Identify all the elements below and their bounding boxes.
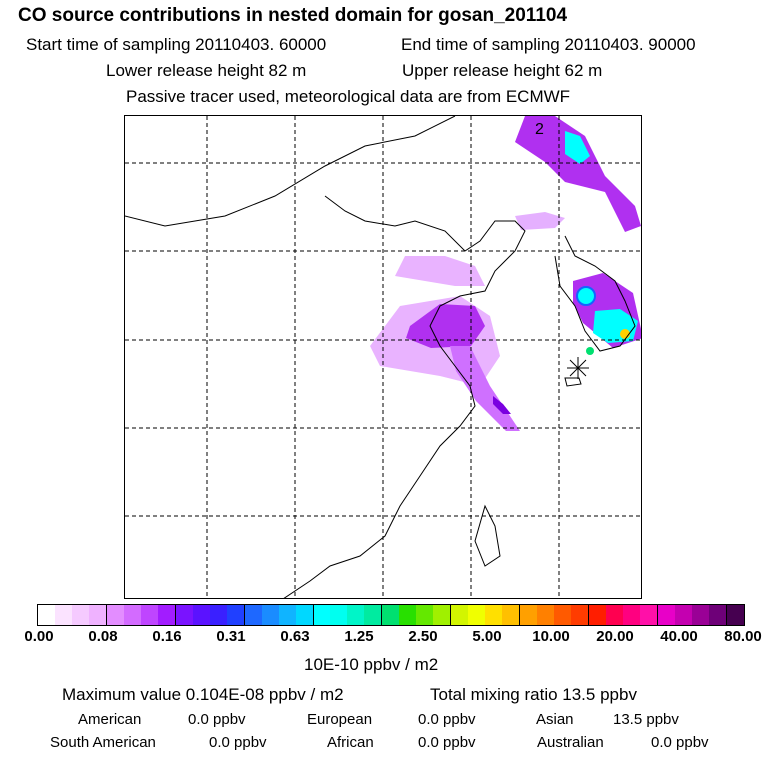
asian-label: Asian xyxy=(536,711,574,728)
colorbar-cell xyxy=(708,605,727,625)
coastline-china xyxy=(283,195,526,598)
plume-shandong xyxy=(406,304,485,348)
colorbar-cell xyxy=(433,605,452,625)
african-value: 0.0 ppbv xyxy=(418,734,476,751)
colorbar-cell xyxy=(674,605,692,625)
colorbar-cell xyxy=(226,605,245,625)
gridlines xyxy=(125,116,641,598)
station-star-icon xyxy=(567,357,589,379)
colorbar-cell xyxy=(71,605,89,625)
colorbar-tick-label: 2.50 xyxy=(408,628,438,645)
colorbar-cell xyxy=(502,605,521,625)
colorbar-cell xyxy=(364,605,383,625)
map-panel: 2 xyxy=(124,115,642,599)
colorbar-cell xyxy=(657,605,675,625)
colorbar-cell xyxy=(399,605,417,625)
colorbar-cell xyxy=(451,605,469,625)
plume-coast-core xyxy=(493,396,511,414)
colorbar-cell xyxy=(54,605,72,625)
colorbar-cell xyxy=(261,605,279,625)
colorbar-cell xyxy=(330,605,348,625)
colorbar-cell xyxy=(520,605,538,625)
plume-north-band xyxy=(395,256,485,286)
colorbar-cell xyxy=(639,605,658,625)
map-title: CO source contributions in nested domain… xyxy=(18,5,568,26)
map-canvas: 2 xyxy=(125,116,641,598)
plume-northeast-core xyxy=(565,131,590,164)
maximum-value: Maximum value 0.104E-08 ppbv / m2 xyxy=(62,685,344,704)
colorbar-tick-label: 5.00 xyxy=(472,628,502,645)
tracer-note: Passive tracer used, meteorological data… xyxy=(126,87,571,106)
colorbar-tick-label: 10.00 xyxy=(532,628,570,645)
south-american-label: South American xyxy=(50,734,156,751)
colorbar-cell xyxy=(175,605,193,625)
colorbar-cell xyxy=(88,605,107,625)
australian-value: 0.0 ppbv xyxy=(651,734,709,751)
colorbar-cell xyxy=(38,605,55,625)
coastline-korea xyxy=(554,235,636,352)
start-time: Start time of sampling 20110403. 60000 xyxy=(26,35,327,54)
colorbar-cell xyxy=(468,605,486,625)
european-value: 0.0 ppbv xyxy=(418,711,476,728)
contour-label: 2 xyxy=(535,121,544,138)
australian-label: Australian xyxy=(537,734,604,751)
coastlines xyxy=(125,116,636,598)
colorbar-tick-label: 80.00 xyxy=(724,628,762,645)
colorbar-tick-label: 0.63 xyxy=(280,628,310,645)
total-mixing-ratio: Total mixing ratio 13.5 ppbv xyxy=(430,685,637,704)
colorbar-cell xyxy=(726,605,744,625)
colorbar-cell xyxy=(106,605,124,625)
colorbar-cell xyxy=(140,605,158,625)
colorbar-cell xyxy=(691,605,709,625)
colorbar-cell xyxy=(537,605,555,625)
american-label: American xyxy=(78,711,142,728)
upper-release-height: Upper release height 62 m xyxy=(402,61,603,80)
colorbar xyxy=(37,604,745,626)
european-label: European xyxy=(307,711,373,728)
american-value: 0.0 ppbv xyxy=(188,711,246,728)
plume-southwest-hotspot xyxy=(586,347,594,355)
colorbar-tick-label: 20.00 xyxy=(596,628,634,645)
colorbar-cell xyxy=(382,605,400,625)
african-label: African xyxy=(327,734,374,751)
colorbar-tick-label: 40.00 xyxy=(660,628,698,645)
plume-northeast xyxy=(515,116,641,232)
colorbar-tick-label: 1.25 xyxy=(344,628,374,645)
lower-release-height: Lower release height 82 m xyxy=(106,61,307,80)
colorbar-tick-label: 0.00 xyxy=(24,628,54,645)
colorbar-cell xyxy=(192,605,210,625)
colorbar-cell xyxy=(295,605,314,625)
colorbar-cell xyxy=(571,605,589,625)
colorbar-cell xyxy=(554,605,572,625)
colorbar-cell xyxy=(622,605,640,625)
colorbar-cell xyxy=(157,605,176,625)
colorbar-cell xyxy=(244,605,262,625)
colorbar-cell xyxy=(278,605,296,625)
colorbar-cell xyxy=(589,605,606,625)
coastline-taiwan xyxy=(474,504,501,567)
colorbar-cell xyxy=(485,605,503,625)
jeju-island xyxy=(564,377,582,387)
colorbar-tick-label: 0.08 xyxy=(88,628,118,645)
colorbar-tick-label: 0.16 xyxy=(152,628,182,645)
colorbar-tick-label: 0.31 xyxy=(216,628,246,645)
plume-seoul-core xyxy=(576,286,596,306)
colorbar-unit: 10E-10 ppbv / m2 xyxy=(304,655,439,674)
colorbar-cell xyxy=(123,605,141,625)
asian-value: 13.5 ppbv xyxy=(613,711,679,728)
colorbar-cell xyxy=(605,605,623,625)
colorbar-cell xyxy=(416,605,434,625)
colorbar-cell xyxy=(347,605,365,625)
end-time: End time of sampling 20110403. 90000 xyxy=(401,35,696,54)
plume-layer xyxy=(370,116,641,431)
colorbar-cell xyxy=(313,605,331,625)
plume-north-korea xyxy=(515,212,565,230)
south-american-value: 0.0 ppbv xyxy=(209,734,267,751)
border-north xyxy=(125,116,456,227)
colorbar-cell xyxy=(209,605,227,625)
